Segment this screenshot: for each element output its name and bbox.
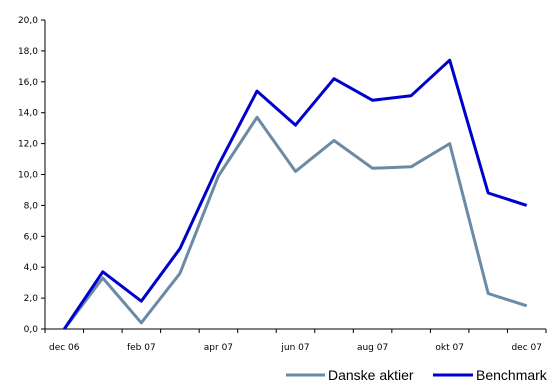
y-tick-label: 18,0: [18, 47, 38, 57]
x-tick-label: aug 07: [357, 343, 388, 353]
x-axis-ticks: dec 06 feb 07 apr 07 jun 07 aug 07 okt 07 dec …: [44, 329, 547, 353]
legend-item-danske-aktier: Danske aktier: [286, 367, 414, 383]
y-tick-label: 4,0: [24, 263, 39, 273]
series-line-benchmark: [63, 58, 528, 330]
x-tick-label: dec 07: [511, 343, 542, 353]
chart-axes: [44, 20, 546, 330]
y-axis-ticks: 0,0 2,0 4,0 6,0 8,0 10,0 12,0 14,0 16,0 18,0 20,0: [18, 16, 45, 335]
y-tick-label: 2,0: [24, 294, 39, 304]
x-tick-label: okt 07: [435, 343, 464, 353]
legend-label-benchmark: Benchmark: [476, 367, 548, 383]
y-tick-label: 14,0: [18, 109, 38, 119]
legend-label-danske-aktier: Danske aktier: [328, 367, 414, 383]
chart-series: [63, 58, 528, 330]
y-tick-label: 8,0: [24, 201, 39, 211]
x-tick-label: jun 07: [280, 343, 309, 353]
y-tick-label: 16,0: [18, 78, 38, 88]
legend: Danske aktier Benchmark: [286, 367, 548, 383]
legend-item-benchmark: Benchmark: [433, 367, 548, 383]
y-tick-label: 12,0: [18, 140, 38, 150]
x-tick-label: feb 07: [127, 343, 156, 353]
x-tick-label: dec 06: [49, 343, 80, 353]
x-tick-label: apr 07: [204, 343, 233, 353]
y-tick-label: 0,0: [24, 325, 39, 335]
y-tick-label: 6,0: [24, 232, 39, 242]
y-tick-label: 20,0: [18, 16, 38, 26]
y-tick-label: 10,0: [18, 171, 38, 181]
series-line-danske-aktier: [63, 115, 528, 330]
